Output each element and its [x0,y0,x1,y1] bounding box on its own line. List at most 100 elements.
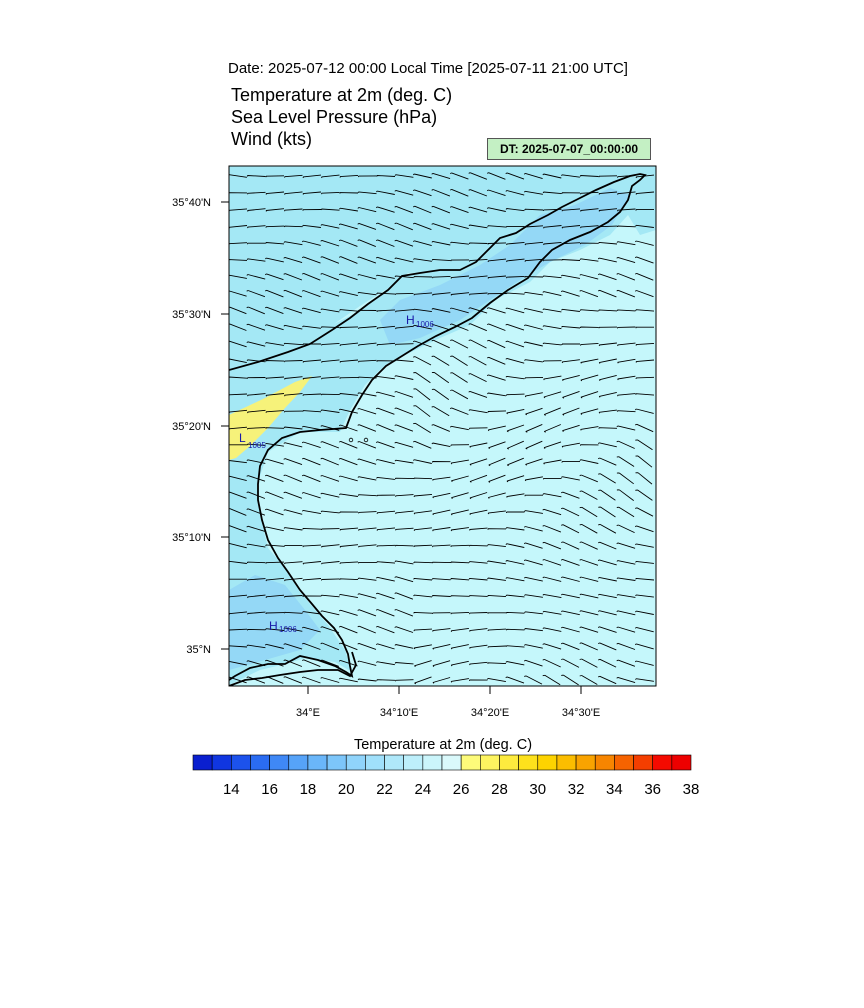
wind-barb [580,225,599,229]
wind-barb [246,258,266,262]
wind-barb [375,643,395,650]
wind-barb [598,593,617,599]
wind-barb [561,192,581,194]
pressure-center-value: 1006 [279,625,297,634]
wind-barb [616,425,636,431]
wind-barb [376,661,395,666]
wind-barb [524,494,543,497]
wind-barb [634,256,654,264]
wind-barb [598,175,618,178]
wind-barb [597,289,617,298]
wind-barb [247,578,266,581]
wind-barb [543,441,562,449]
wind-barb [598,309,618,312]
wind-barb [506,475,525,483]
wind-barb [450,611,470,615]
wind-barb [468,577,488,581]
wind-barb [616,610,636,616]
wind-barb [635,577,655,581]
wind-barb [542,493,562,498]
wind-barb [616,560,636,565]
wind-barb [264,474,284,483]
wind-barb [616,256,636,264]
wind-barb [246,475,266,482]
wind-barb [265,544,285,547]
wind-barb [394,222,413,231]
colorbar-box [231,754,251,771]
wind-barb [283,256,303,264]
title-wind: Wind (kts) [231,129,312,149]
wind-barb [487,612,506,614]
lon-tick-label: 34°20'E [471,707,509,719]
wind-barb [468,409,488,414]
wind-barb [339,342,359,347]
wind-barb [634,408,654,414]
wind-barb [635,240,654,246]
wind-barb [468,373,487,383]
wind-barb [302,527,322,530]
wind-barb [505,292,525,295]
wind-barb [542,610,562,615]
wind-barb [524,476,543,482]
wind-barb [432,643,451,650]
wind-barb [321,561,340,565]
wind-barb [265,628,285,631]
wind-barb [431,205,451,214]
wind-barb [283,611,303,614]
wind-barb [580,374,599,382]
wind-barb [598,208,618,212]
wind-barb [283,241,303,246]
wind-barb [375,256,395,264]
wind-barb [450,459,469,465]
wind-barb [301,307,321,314]
islet [363,437,369,443]
wind-barb [394,424,414,432]
wind-barb [376,309,396,312]
wind-barb [302,425,321,431]
wind-barb [320,256,340,264]
wind-barb [283,225,303,228]
wind-barb [338,256,358,264]
wind-barb [395,292,414,295]
wind-barb [598,409,617,414]
wind-barb [598,241,618,245]
wind-barb [469,442,488,448]
wind-barb [505,527,525,531]
wind-barb [469,661,488,666]
wind-barb [634,525,654,533]
wind-barb [302,544,322,548]
wind-barb [635,472,653,485]
wind-barb [432,660,451,667]
wind-barb [449,407,469,415]
wind-barb [283,527,303,531]
wind-barb [469,292,488,296]
wind-barb [635,342,655,346]
wind-barb [413,308,432,313]
wind-barb [487,356,506,365]
wind-barb [320,457,339,466]
wind-barb [394,375,414,380]
wind-barb [579,642,598,651]
wind-barb [375,441,395,449]
wind-barb [597,273,617,281]
wind-barb [395,679,414,682]
wind-barb [431,189,451,197]
wind-barb [246,306,265,315]
wind-barb [598,427,618,429]
wind-barb [432,292,451,296]
wind-barb [283,458,303,466]
wind-barb [635,359,655,363]
wind-barb [635,678,654,682]
wind-barb [432,275,451,279]
wind-barb [357,494,377,497]
wind-barb [413,477,433,480]
wind-barb [339,511,359,513]
wind-barb [302,561,322,565]
wind-barb [635,455,653,468]
wind-barb [357,424,377,432]
wind-barb [616,456,635,467]
wind-barb [598,326,618,329]
wind-barb [321,191,340,195]
wind-barb [320,273,340,281]
wind-barb [505,560,525,565]
